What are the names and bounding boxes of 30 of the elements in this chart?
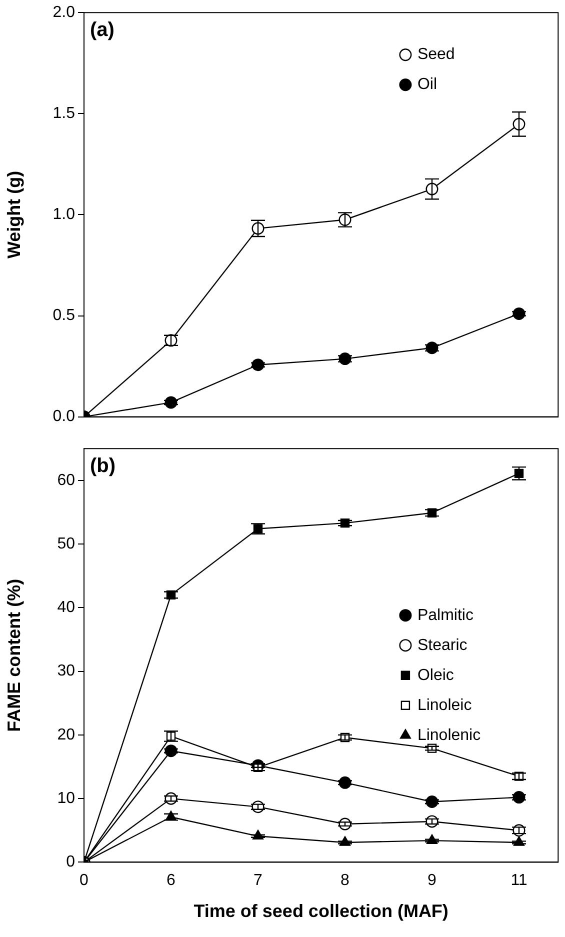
y-tick-label: 0.0 (52, 408, 76, 426)
y-tick-label: 1.5 (52, 105, 76, 122)
legend-label: Oil (417, 76, 438, 94)
y-axis-title: FAME content (%) (4, 578, 24, 732)
annotation: (a) (90, 19, 114, 42)
y-tick-label: 40 (57, 599, 76, 616)
x-tick-label: 6 (166, 872, 176, 890)
legend-label: Linolenic (417, 726, 481, 744)
y-axis-title: Weight (g) (4, 170, 24, 259)
y-tick-label: 1.0 (52, 206, 76, 224)
x-tick-label: 9 (428, 872, 437, 890)
legend-label: Linoleic (417, 696, 472, 714)
y-tick-label: 30 (57, 662, 76, 680)
x-tick-label: 0 (80, 872, 89, 890)
annotation: (b) (90, 455, 116, 478)
legend-label: Stearic (417, 636, 468, 654)
y-tick-label: 0 (66, 854, 76, 871)
y-tick-label: 10 (57, 790, 76, 807)
y-tick-label: 2.0 (52, 4, 76, 22)
x-tick-label: 7 (254, 872, 263, 890)
x-tick-label: 8 (340, 872, 350, 890)
x-tick-label: 11 (510, 872, 528, 890)
x-axis-title: Time of seed collection (MAF) (194, 901, 448, 922)
legend-label: Palmitic (417, 606, 474, 624)
y-tick-label: 20 (57, 726, 76, 744)
y-tick-label: 0.5 (52, 307, 76, 324)
legend-label: Seed (417, 46, 455, 64)
legend-label: Oleic (417, 666, 454, 684)
y-tick-label: 60 (57, 472, 76, 489)
y-tick-label: 50 (57, 535, 76, 552)
